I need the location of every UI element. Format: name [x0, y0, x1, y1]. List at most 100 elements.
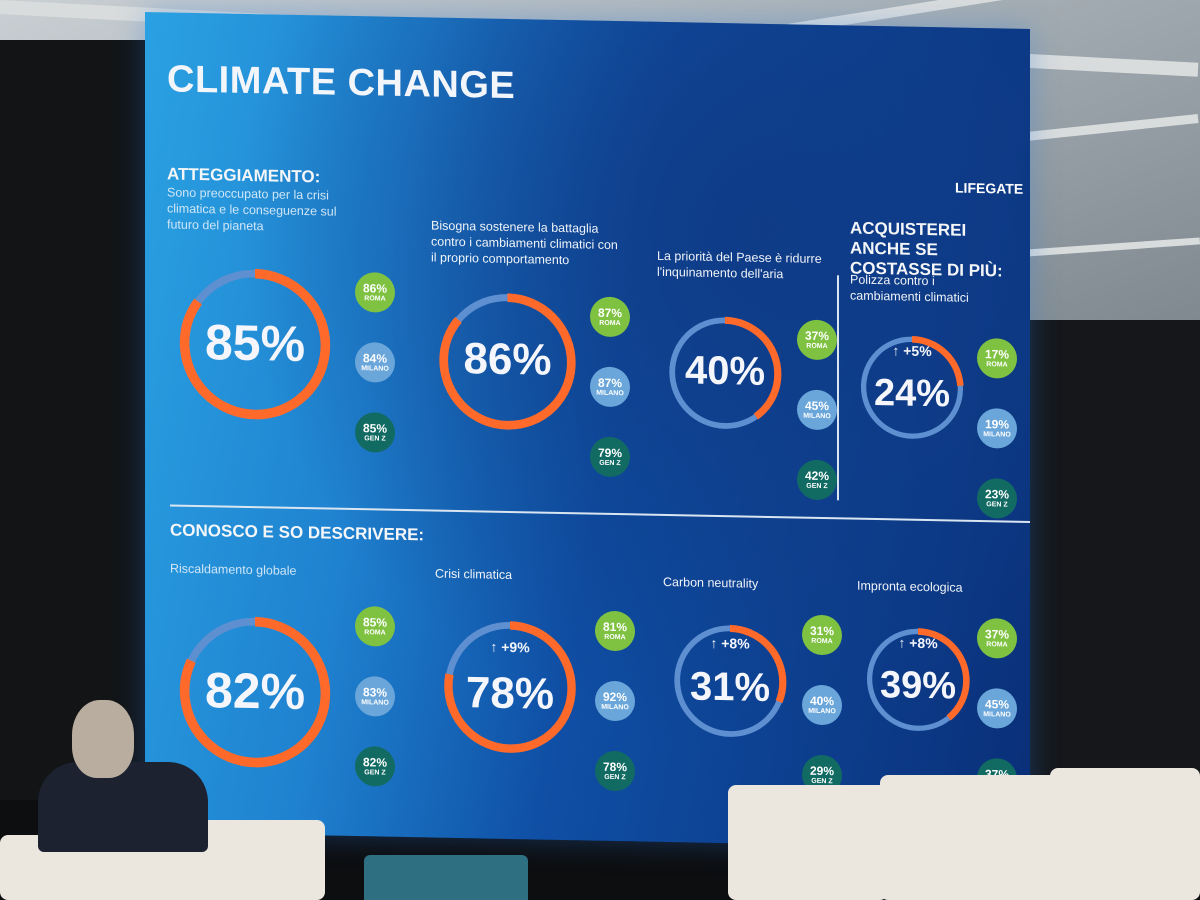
badge-label: ROMA: [599, 319, 621, 328]
stat-percentage: 24%: [873, 372, 951, 416]
badge-milano: 45% MILANO: [797, 389, 837, 431]
stat-donut: 40%: [665, 312, 785, 434]
brand-logo: LIFEGATE: [955, 179, 1024, 197]
stat-question: Riscaldamento globale: [170, 561, 297, 578]
stat-percentage: 40%: [684, 348, 766, 394]
stat-percentage: 86%: [463, 334, 552, 385]
badge-roma: 86% ROMA: [355, 272, 395, 313]
badge-value: 84%: [362, 351, 388, 366]
stat-delta: ↑ +9%: [490, 638, 530, 655]
badge-value: 82%: [362, 755, 388, 770]
badge-milano: 45% MILANO: [977, 687, 1017, 729]
badge-roma: 17% ROMA: [977, 337, 1017, 379]
badge-label: MILANO: [983, 431, 1011, 439]
donut-arc: [444, 621, 576, 753]
section-title-know: CONOSCO E SO DESCRIVERE:: [170, 520, 425, 545]
badge-value: 87%: [597, 305, 623, 321]
stat-delta: ↑ +8%: [898, 634, 938, 652]
donut-svg: [866, 628, 970, 732]
badge-milano: 87% MILANO: [590, 366, 630, 408]
badge-value: 19%: [984, 417, 1010, 432]
badge-genz: 78% GEN Z: [595, 750, 635, 792]
seated-person-head: [72, 700, 134, 778]
badge-label: ROMA: [986, 641, 1008, 649]
stat-donut: 85%: [175, 263, 335, 426]
stat-question: Impronta ecologica: [857, 578, 963, 595]
badge-label: GEN Z: [364, 769, 386, 777]
badge-value: 81%: [602, 619, 628, 635]
stat-percentage: 39%: [879, 664, 957, 708]
stat-percentage: 31%: [689, 664, 771, 711]
badge-value: 17%: [984, 347, 1010, 362]
stat-question: Polizza contro i cambiamenti climatici: [850, 272, 969, 305]
column-divider: [837, 275, 839, 501]
stat-delta: ↑ +5%: [892, 342, 932, 360]
badge-label: GEN Z: [806, 482, 828, 491]
badge-label: GEN Z: [599, 459, 621, 468]
badge-value: 85%: [362, 615, 388, 630]
teal-stool: [364, 855, 528, 900]
donut-arc: [866, 628, 970, 732]
donut-svg: [444, 621, 576, 753]
led-screen: CLIMATE CHANGE LIFEGATE ATTEGGIAMENTO: A…: [145, 12, 1030, 849]
badge-genz: 82% GEN Z: [355, 746, 395, 787]
badge-value: 37%: [804, 328, 830, 344]
badge-label: ROMA: [811, 637, 833, 646]
badge-value: 40%: [809, 693, 835, 709]
donut-arc: [439, 293, 576, 430]
badge-label: ROMA: [806, 342, 828, 351]
badge-value: 92%: [602, 689, 628, 705]
badge-label: GEN Z: [986, 501, 1008, 509]
donut-arc: [673, 624, 787, 738]
stat-donut: 31% ↑ +8%: [670, 620, 790, 742]
stat-donut: 82%: [175, 611, 335, 774]
donut-svg: [179, 616, 331, 768]
stat-question: Carbon neutrality: [663, 574, 759, 591]
badge-genz: 79% GEN Z: [590, 436, 630, 478]
donut-svg: [673, 624, 787, 738]
donut-svg: [179, 268, 331, 420]
badge-label: ROMA: [364, 629, 386, 637]
badge-value: 83%: [362, 685, 388, 700]
stat-question: Sono preoccupato per la crisi climatica …: [167, 185, 337, 234]
section-divider: [170, 504, 1030, 523]
badge-value: 86%: [362, 281, 388, 296]
armchair-left-back: [185, 820, 325, 900]
badge-label: GEN Z: [604, 773, 626, 782]
badge-label: MILANO: [596, 389, 624, 398]
badge-milano: 92% MILANO: [595, 680, 635, 722]
badge-roma: 31% ROMA: [802, 614, 842, 656]
badge-value: 31%: [809, 623, 835, 639]
stat-percentage: 85%: [204, 314, 306, 373]
armchair-right: [1050, 768, 1200, 900]
seated-person-body: [38, 762, 208, 852]
stat-donut: 86%: [435, 288, 580, 436]
badge-value: 79%: [597, 445, 623, 461]
donut-arc: [668, 316, 782, 430]
badge-value: 45%: [984, 697, 1010, 712]
badge-genz: 23% GEN Z: [977, 477, 1017, 519]
badge-genz: 42% GEN Z: [797, 459, 837, 501]
donut-svg: [860, 336, 964, 440]
donut-svg: [439, 293, 576, 430]
badge-roma: 37% ROMA: [977, 617, 1017, 659]
badge-roma: 85% ROMA: [355, 606, 395, 647]
badge-value: 37%: [984, 627, 1010, 642]
stat-percentage: 78%: [465, 667, 555, 719]
badge-value: 29%: [809, 763, 835, 779]
badge-label: GEN Z: [364, 435, 386, 443]
stat-donut: 78% ↑ +9%: [440, 616, 580, 759]
badge-value: 23%: [984, 487, 1010, 502]
donut-svg: [668, 316, 782, 430]
badge-label: MILANO: [361, 699, 389, 707]
stat-delta: ↑ +8%: [710, 634, 750, 652]
donut-arc: [179, 268, 331, 420]
badge-label: ROMA: [986, 361, 1008, 369]
badge-milano: 40% MILANO: [802, 684, 842, 726]
stat-question: La priorità del Paese è ridurre l'inquin…: [657, 248, 822, 282]
badge-value: 87%: [597, 375, 623, 391]
badge-value: 85%: [362, 421, 388, 436]
badge-value: 78%: [602, 759, 628, 775]
badge-label: MILANO: [803, 412, 831, 421]
badge-roma: 37% ROMA: [797, 319, 837, 361]
